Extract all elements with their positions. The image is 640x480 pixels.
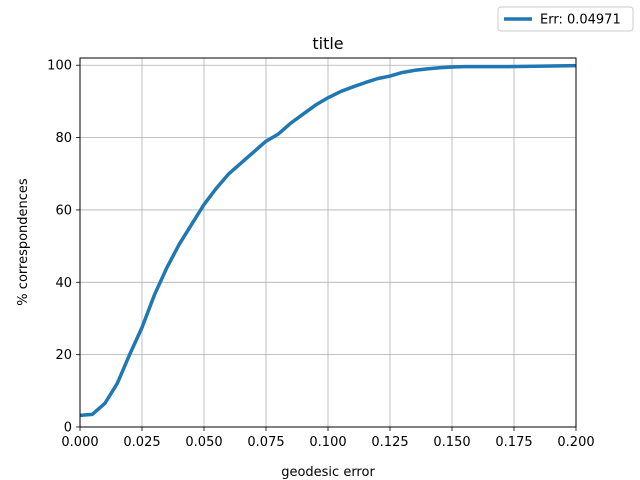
x-axis-label: geodesic error [281, 465, 375, 480]
series-line [79, 63, 577, 418]
legend-label: Err: 0.04971 [540, 13, 621, 28]
x-tick-label: 0.100 [309, 435, 346, 450]
x-tick-label: 0.150 [433, 435, 470, 450]
y-tick-label: 40 [55, 276, 72, 291]
ticks: 0.000 0.025 0.050 0.075 0.100 0.125 0.150 0.175… [47, 59, 594, 450]
x-tick-label: 0.200 [557, 435, 594, 450]
chart-title: title [312, 34, 343, 53]
grid [79, 58, 577, 428]
y-tick-label: 60 [55, 203, 72, 218]
y-tick-label: 0 [64, 421, 72, 436]
x-tick-label: 0.175 [495, 435, 532, 450]
y-tick-label: 20 [55, 348, 72, 363]
x-tick-label: 0.000 [61, 435, 98, 450]
legend: Err: 0.04971 [497, 6, 634, 32]
x-tick-label: 0.125 [371, 435, 408, 450]
y-tick-label: 100 [47, 59, 72, 74]
y-axis-label: % correspondences [16, 178, 31, 306]
legend-box [497, 6, 634, 32]
y-tick-label: 80 [55, 131, 72, 146]
x-tick-label: 0.050 [185, 435, 222, 450]
x-tick-label: 0.075 [247, 435, 284, 450]
x-tick-label: 0.025 [123, 435, 160, 450]
series-layer [79, 63, 577, 418]
